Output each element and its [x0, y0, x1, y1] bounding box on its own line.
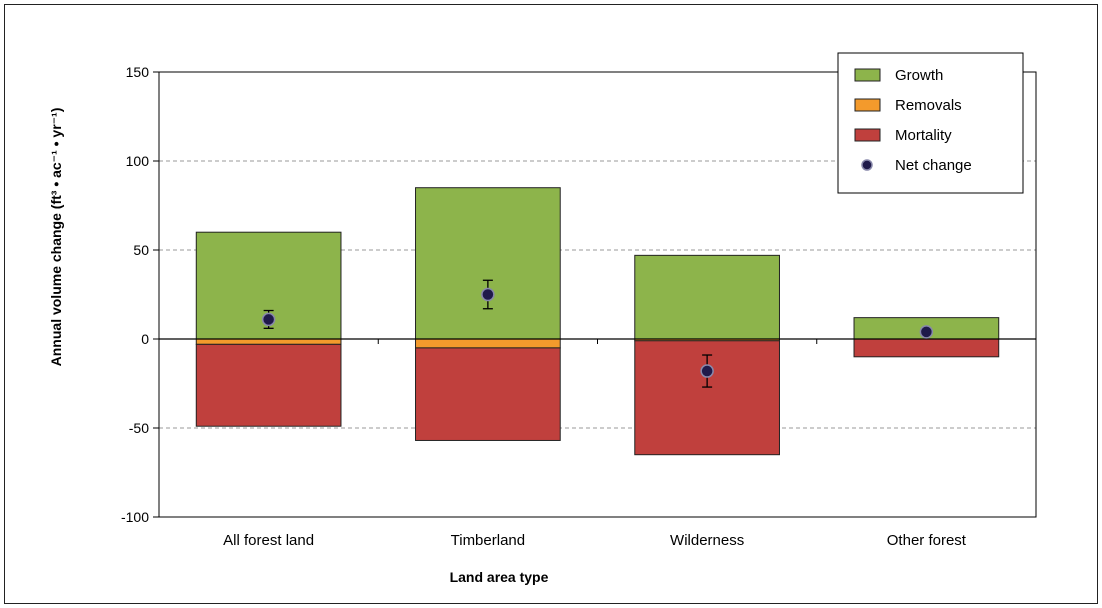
- legend-label: Removals: [895, 97, 962, 114]
- bar-growth-2: [415, 187, 561, 340]
- legend-swatch-mortality: [854, 128, 881, 142]
- bars: [195, 187, 1000, 456]
- net-change-point: [700, 364, 714, 378]
- y-tick-label: -100: [121, 509, 149, 525]
- y-tick-label: 100: [126, 153, 150, 169]
- bar-removals-2: [415, 338, 561, 349]
- legend-label: Mortality: [895, 127, 952, 144]
- x-tick-label: Wilderness: [670, 532, 744, 549]
- x-axis-title: Land area type: [450, 569, 549, 585]
- net-change-point: [919, 325, 934, 339]
- y-tick-label: 150: [126, 64, 150, 80]
- net-change-markers: [261, 279, 934, 388]
- y-tick-label: -50: [129, 420, 149, 436]
- legend-swatch-removals: [854, 98, 881, 112]
- x-tick-label: Timberland: [451, 532, 525, 549]
- y-axis-title: Annual volume change (ft³ • ac⁻¹ • yr⁻¹): [48, 108, 64, 367]
- legend: Growth Removals Mortality Net change: [837, 52, 1024, 194]
- bar-mortality-4: [853, 338, 1000, 358]
- y-tick-label: 0: [141, 331, 149, 347]
- stacked-bar-chart: 150 100 50 0 -50 -100 All forest land Timberla…: [48, 52, 1037, 585]
- x-tick-label: All forest land: [223, 532, 314, 549]
- legend-swatch-net-change: [861, 159, 873, 171]
- y-tick-label: 50: [133, 242, 149, 258]
- bar-removals-1: [195, 338, 342, 345]
- net-change-point: [261, 312, 276, 327]
- x-ticks: All forest land Timberland Wilderness Other…: [158, 339, 1037, 549]
- bar-mortality-2: [415, 347, 561, 441]
- bar-mortality-1: [195, 343, 342, 427]
- bar-growth-3: [634, 254, 780, 340]
- x-tick-label: Other forest: [887, 532, 967, 549]
- legend-label: Growth: [895, 67, 943, 84]
- net-change-point: [481, 287, 495, 302]
- legend-label: Net change: [895, 157, 972, 174]
- y-ticks: 150 100 50 0 -50 -100: [121, 64, 159, 525]
- legend-swatch-growth: [854, 68, 881, 82]
- chart-frame: 150 100 50 0 -50 -100 All forest land Timberla…: [4, 4, 1098, 604]
- plot-area-border: [158, 71, 1037, 518]
